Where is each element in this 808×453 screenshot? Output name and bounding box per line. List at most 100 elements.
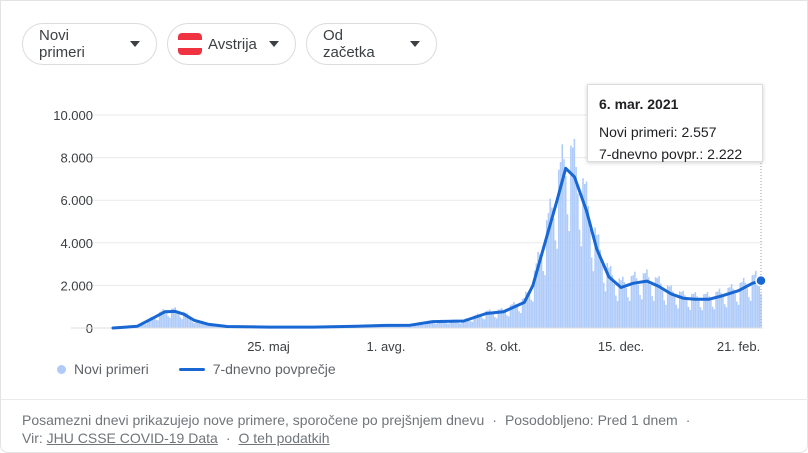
daily-bar: [687, 306, 690, 328]
daily-bar: [442, 320, 444, 328]
daily-bar: [174, 307, 176, 328]
daily-bar: [526, 292, 529, 328]
daily-bar: [533, 270, 536, 328]
daily-bar: [437, 320, 439, 328]
daily-bar: [675, 304, 678, 328]
daily-bar: [203, 324, 206, 328]
daily-bar: [575, 167, 577, 328]
daily-bar: [461, 319, 463, 328]
daily-bar: [723, 304, 726, 328]
daily-bar: [621, 276, 624, 328]
daily-bar: [459, 323, 462, 328]
daily-bar: [749, 300, 752, 328]
daily-bar: [488, 309, 491, 328]
range-dropdown[interactable]: Od začetka: [306, 23, 437, 65]
daily-bar: [592, 271, 595, 328]
metric-dropdown[interactable]: Novi primeri: [22, 23, 157, 65]
daily-bar: [718, 288, 721, 328]
daily-bar: [456, 321, 458, 328]
daily-bar: [516, 306, 519, 328]
daily-bar: [502, 310, 505, 328]
daily-bar: [677, 308, 679, 328]
daily-bar: [430, 321, 432, 328]
daily-bar: [689, 309, 691, 328]
daily-bar: [196, 320, 199, 328]
daily-bar: [604, 291, 607, 328]
daily-bar: [717, 291, 719, 328]
daily-bar: [452, 319, 455, 328]
bars-legend-swatch: [57, 364, 66, 374]
daily-bar: [713, 309, 716, 328]
footer-divider: [1, 399, 808, 400]
line-legend-swatch: [178, 367, 205, 371]
daily-bar: [732, 288, 735, 328]
daily-bar: [433, 323, 436, 328]
daily-bar: [518, 311, 520, 328]
about-data-link[interactable]: O teh podatkih: [238, 430, 330, 446]
daily-bar: [438, 320, 441, 328]
daily-bar: [711, 306, 714, 328]
daily-bar: [547, 213, 550, 328]
daily-bar: [573, 138, 576, 328]
daily-bar: [411, 326, 413, 328]
daily-bar: [490, 311, 493, 328]
daily-bar: [639, 295, 641, 328]
daily-bar: [692, 293, 695, 328]
daily-bar: [587, 206, 589, 328]
daily-bar: [426, 321, 429, 328]
daily-bar: [563, 159, 565, 328]
daily-bar: [566, 214, 569, 328]
daily-bar: [672, 291, 674, 328]
source-link[interactable]: JHU CSSE COVID-19 Data: [46, 430, 218, 446]
daily-bar: [532, 301, 534, 328]
daily-bar: [421, 324, 424, 328]
daily-bar: [756, 277, 759, 328]
daily-bar: [646, 269, 648, 328]
daily-bar: [668, 286, 671, 328]
daily-bar: [635, 278, 638, 328]
daily-bar: [520, 313, 522, 328]
daily-bar: [627, 297, 629, 328]
daily-bar: [739, 282, 742, 328]
daily-bar: [753, 274, 755, 328]
daily-bar: [585, 181, 588, 328]
daily-bar: [691, 293, 693, 328]
daily-bar: [424, 321, 427, 328]
daily-bar: [571, 147, 574, 328]
daily-bar: [191, 321, 194, 328]
daily-bar: [561, 144, 564, 328]
daily-bar: [613, 283, 615, 328]
daily-bar: [554, 240, 557, 328]
tooltip-new-cases: Novi primeri: 2.557: [599, 124, 717, 140]
daily-bar: [177, 313, 180, 328]
daily-bar: [217, 326, 220, 328]
daily-bar: [523, 297, 526, 328]
daily-bar: [628, 301, 631, 328]
daily-bar: [597, 234, 600, 328]
daily-bar: [649, 284, 652, 328]
daily-bar: [706, 292, 709, 328]
daily-bar: [409, 326, 411, 328]
daily-bar: [741, 281, 743, 328]
chart-tooltip: 6. mar. 2021 Novi primeri: 2.557 7-dnevn…: [587, 84, 763, 162]
daily-bar: [751, 275, 754, 328]
country-dropdown[interactable]: Avstrija: [167, 23, 296, 65]
daily-bar: [615, 295, 617, 328]
daily-bar: [722, 297, 724, 328]
daily-bar: [701, 310, 704, 328]
daily-bar: [616, 301, 619, 328]
footer-note: Posamezni dnevi prikazujejo nove primere…: [22, 412, 485, 428]
daily-bar: [463, 319, 465, 328]
daily-bar: [673, 296, 676, 328]
daily-bar: [535, 263, 538, 328]
daily-bar: [397, 326, 399, 328]
daily-bar: [542, 271, 545, 328]
daily-bar: [215, 326, 218, 328]
daily-bar: [148, 318, 151, 328]
daily-bar: [399, 326, 401, 328]
daily-bar: [640, 299, 643, 328]
daily-bar: [568, 231, 570, 328]
daily-bar: [176, 310, 178, 328]
legend-bars-label: Novi primeri: [74, 361, 149, 377]
